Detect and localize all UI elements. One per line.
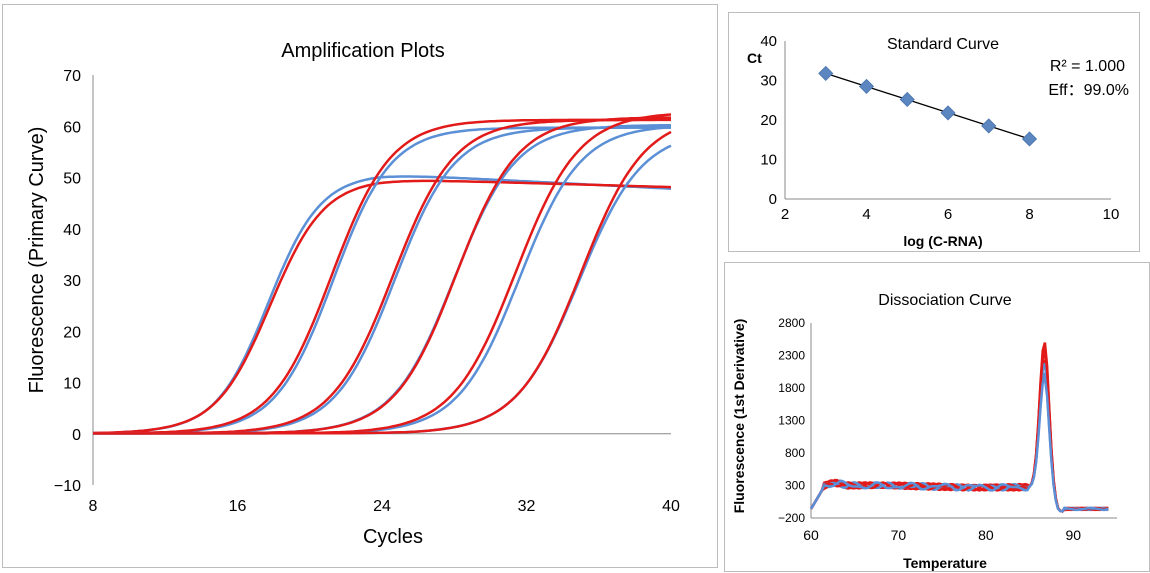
x-axis-label: log (C-RNA) [903, 233, 982, 249]
y-axis-label: Fluorescence (Primary Curve) [26, 127, 48, 394]
y-tick-label: 0 [72, 427, 81, 444]
x-tick-label: 6 [944, 206, 952, 223]
x-tick-label: 2 [781, 206, 789, 223]
y-tick-label: 10 [760, 152, 777, 169]
y-tick-label: 30 [760, 73, 777, 90]
amplification-curve-red [92, 179, 672, 435]
y-tick-label: 1800 [778, 381, 805, 395]
standard-curve-panel: Standard Curve Ct log (C-RNA) R² = 1.000… [728, 12, 1140, 252]
x-tick-label: 8 [89, 498, 98, 515]
y-tick-label: 1300 [778, 414, 805, 428]
x-tick-label: 16 [229, 498, 247, 515]
y-tick-label: 20 [63, 324, 81, 341]
fit-line [825, 72, 1030, 140]
amplification-plot-panel: Amplification Plots Cycles Fluorescence … [2, 4, 718, 568]
standard-curve-chart: Standard Curve Ct log (C-RNA) R² = 1.000… [747, 33, 1129, 249]
amplification-curve-red [93, 116, 671, 435]
y-tick-label: 20 [760, 112, 777, 129]
x-axis-label: Cycles [363, 526, 423, 548]
amplification-curve-blue [93, 126, 671, 435]
y-tick-label: 800 [785, 446, 805, 460]
x-axis-label: Temperature [903, 555, 987, 571]
x-tick-label: 40 [662, 498, 680, 515]
dissociation-curve-chart: Dissociation Curve Temperature Fluoresce… [731, 292, 1117, 571]
x-tick-label: 80 [978, 527, 994, 543]
x-tick-label: 60 [803, 527, 819, 543]
x-tick-label: 90 [1065, 527, 1081, 543]
data-point-marker [981, 118, 997, 134]
melt-curve-blue [809, 377, 1109, 513]
amplification-curve-red [92, 118, 671, 435]
chart-title: Amplification Plots [281, 40, 444, 62]
y-tick-label: 60 [63, 119, 81, 136]
amplification-curve-red [93, 113, 672, 435]
x-tick-label: 8 [1025, 206, 1033, 223]
amplification-curve-blue [93, 123, 672, 435]
y-tick-label: 0 [769, 191, 777, 208]
y-tick-label: 70 [63, 68, 81, 85]
amplification-curve-blue [93, 144, 672, 435]
chart-title: Dissociation Curve [878, 292, 1011, 309]
data-point-marker [858, 78, 875, 94]
data-point-marker [818, 65, 834, 81]
data-point-marker [1021, 131, 1038, 147]
y-tick-label: 50 [63, 171, 81, 188]
amplification-plot-chart: Amplification Plots Cycles Fluorescence … [26, 40, 680, 548]
chart-title: Standard Curve [887, 36, 999, 53]
efficiency-annotation: Eff：99.0% [1048, 82, 1129, 99]
x-tick-label: 10 [1103, 206, 1120, 223]
y-tick-label: 10 [63, 376, 81, 393]
y-tick-label: −10 [54, 478, 81, 495]
x-tick-label: 4 [862, 206, 870, 223]
y-tick-label: 300 [785, 479, 805, 493]
y-tick-label: 40 [63, 222, 81, 239]
y-tick-label: 2800 [778, 316, 805, 330]
data-point-marker [940, 105, 956, 121]
r-squared-annotation: R² = 1.000 [1050, 58, 1125, 75]
data-point-marker [899, 91, 915, 108]
y-tick-label: 40 [760, 33, 777, 50]
y-tick-label: −200 [778, 511, 805, 525]
x-tick-label: 24 [373, 498, 391, 515]
x-tick-label: 70 [891, 527, 907, 543]
y-axis-label: Ct [747, 50, 762, 66]
y-tick-label: 30 [63, 273, 81, 290]
dissociation-curve-panel: Dissociation Curve Temperature Fluoresce… [724, 262, 1150, 572]
x-tick-label: 32 [518, 498, 536, 515]
y-tick-label: 2300 [778, 349, 805, 363]
amplification-curve-red [93, 130, 672, 435]
y-axis-label: Fluorescence (1st Derivative) [731, 319, 747, 514]
